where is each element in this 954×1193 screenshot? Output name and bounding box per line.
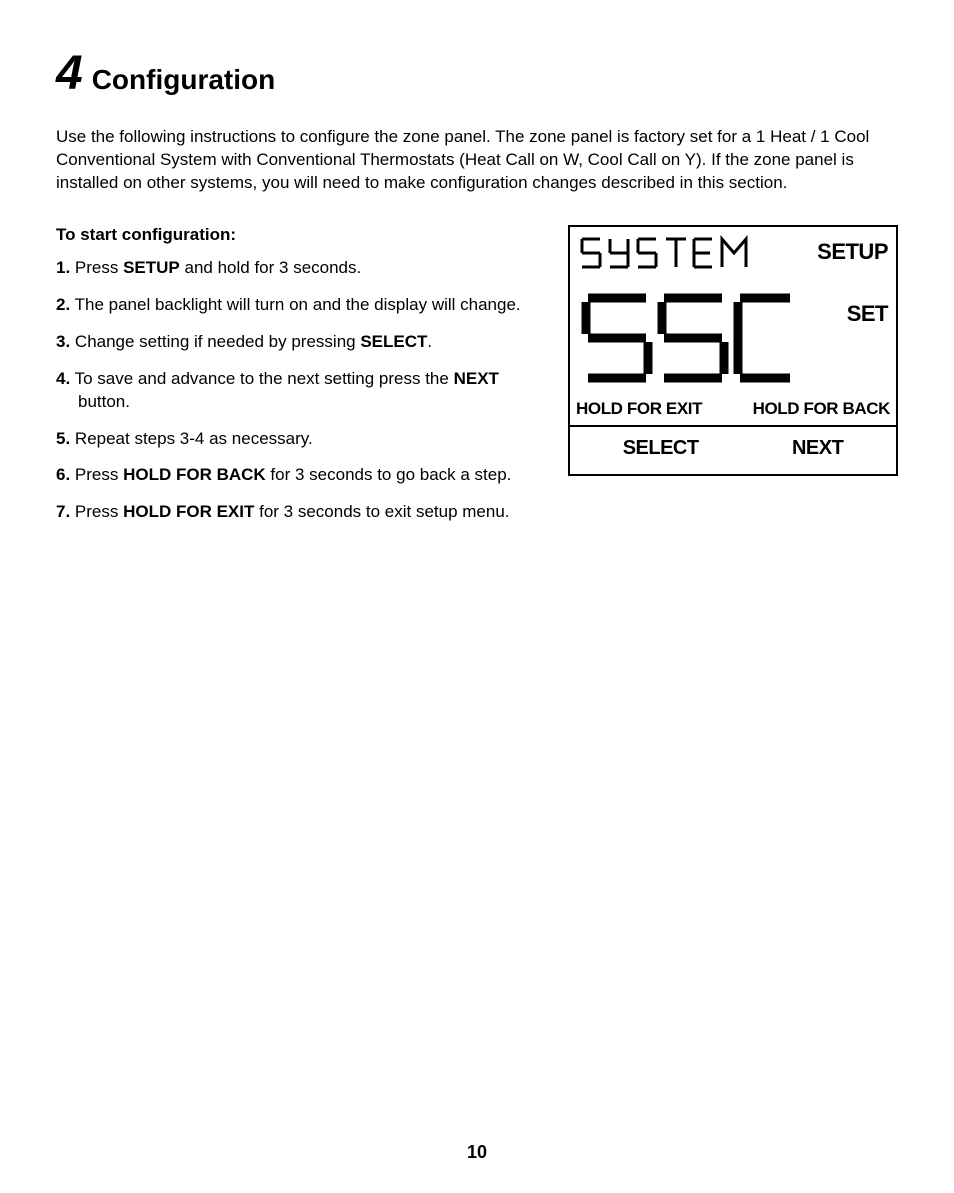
step-number: 3. — [56, 332, 70, 351]
lcd-hold-exit-label: HOLD FOR EXIT — [576, 399, 702, 419]
step-item: 5. Repeat steps 3-4 as necessary. — [56, 428, 548, 451]
lcd-next-label: NEXT — [792, 437, 843, 460]
step-bold: HOLD FOR BACK — [123, 465, 266, 484]
step-item: 6. Press HOLD FOR BACK for 3 seconds to … — [56, 464, 548, 487]
step-bold: SELECT — [360, 332, 427, 351]
lcd-select-label: SELECT — [623, 437, 699, 460]
section-header: 4 Configuration — [56, 50, 898, 98]
page-number: 10 — [0, 1142, 954, 1163]
step-text: Change setting if needed by pressing — [70, 332, 360, 351]
step-number: 6. — [56, 465, 70, 484]
step-bold: SETUP — [123, 258, 180, 277]
section-number: 4 — [56, 50, 82, 98]
step-text: Repeat steps 3-4 as necessary. — [70, 429, 313, 448]
step-text: for 3 seconds to go back a step. — [266, 465, 512, 484]
step-text: Press — [70, 258, 123, 277]
step-text: To save and advance to the next setting … — [70, 369, 453, 388]
lcd-hold-row: HOLD FOR EXIT HOLD FOR BACK — [570, 397, 896, 427]
step-number: 2. — [56, 295, 70, 314]
lcd-display-left — [578, 233, 817, 397]
step-item: 3. Change setting if needed by pressing … — [56, 331, 548, 354]
lcd-set-label: SET — [817, 301, 888, 327]
section-title: Configuration — [92, 64, 276, 96]
step-bold: HOLD FOR EXIT — [123, 502, 254, 521]
lcd-top-row: SETUP SET — [570, 227, 896, 397]
step-item: 2. The panel backlight will turn on and … — [56, 294, 548, 317]
lcd-setup-label: SETUP — [817, 239, 888, 265]
step-text: Press — [70, 502, 123, 521]
content-row: To start configuration: 1. Press SETUP a… — [56, 225, 898, 539]
step-item: 4. To save and advance to the next setti… — [56, 368, 548, 414]
step-bold: NEXT — [454, 369, 499, 388]
step-item: 7. Press HOLD FOR EXIT for 3 seconds to … — [56, 501, 548, 524]
lcd-panel: SETUP SET HOLD FOR EXIT HOLD FOR BACK SE… — [568, 225, 898, 476]
step-number: 4. — [56, 369, 70, 388]
lcd-button-row: SELECT NEXT — [570, 427, 896, 474]
step-text: Press — [70, 465, 123, 484]
step-text: . — [427, 332, 432, 351]
step-item: 1. Press SETUP and hold for 3 seconds. — [56, 257, 548, 280]
lcd-value-icon — [578, 284, 798, 392]
step-text: and hold for 3 seconds. — [180, 258, 361, 277]
document-page: 4 Configuration Use the following instru… — [0, 0, 954, 1193]
step-number: 7. — [56, 502, 70, 521]
step-text: The panel backlight will turn on and the… — [70, 295, 520, 314]
lcd-hold-back-label: HOLD FOR BACK — [753, 399, 890, 419]
step-number: 5. — [56, 429, 70, 448]
config-subhead: To start configuration: — [56, 225, 548, 245]
intro-paragraph: Use the following instructions to config… — [56, 126, 898, 195]
step-text: button. — [78, 392, 130, 411]
step-number: 1. — [56, 258, 70, 277]
step-text: for 3 seconds to exit setup menu. — [254, 502, 509, 521]
lcd-right-labels: SETUP SET — [817, 233, 888, 397]
steps-list: 1. Press SETUP and hold for 3 seconds. 2… — [56, 257, 548, 525]
lcd-system-icon — [578, 233, 758, 277]
instructions-column: To start configuration: 1. Press SETUP a… — [56, 225, 548, 539]
